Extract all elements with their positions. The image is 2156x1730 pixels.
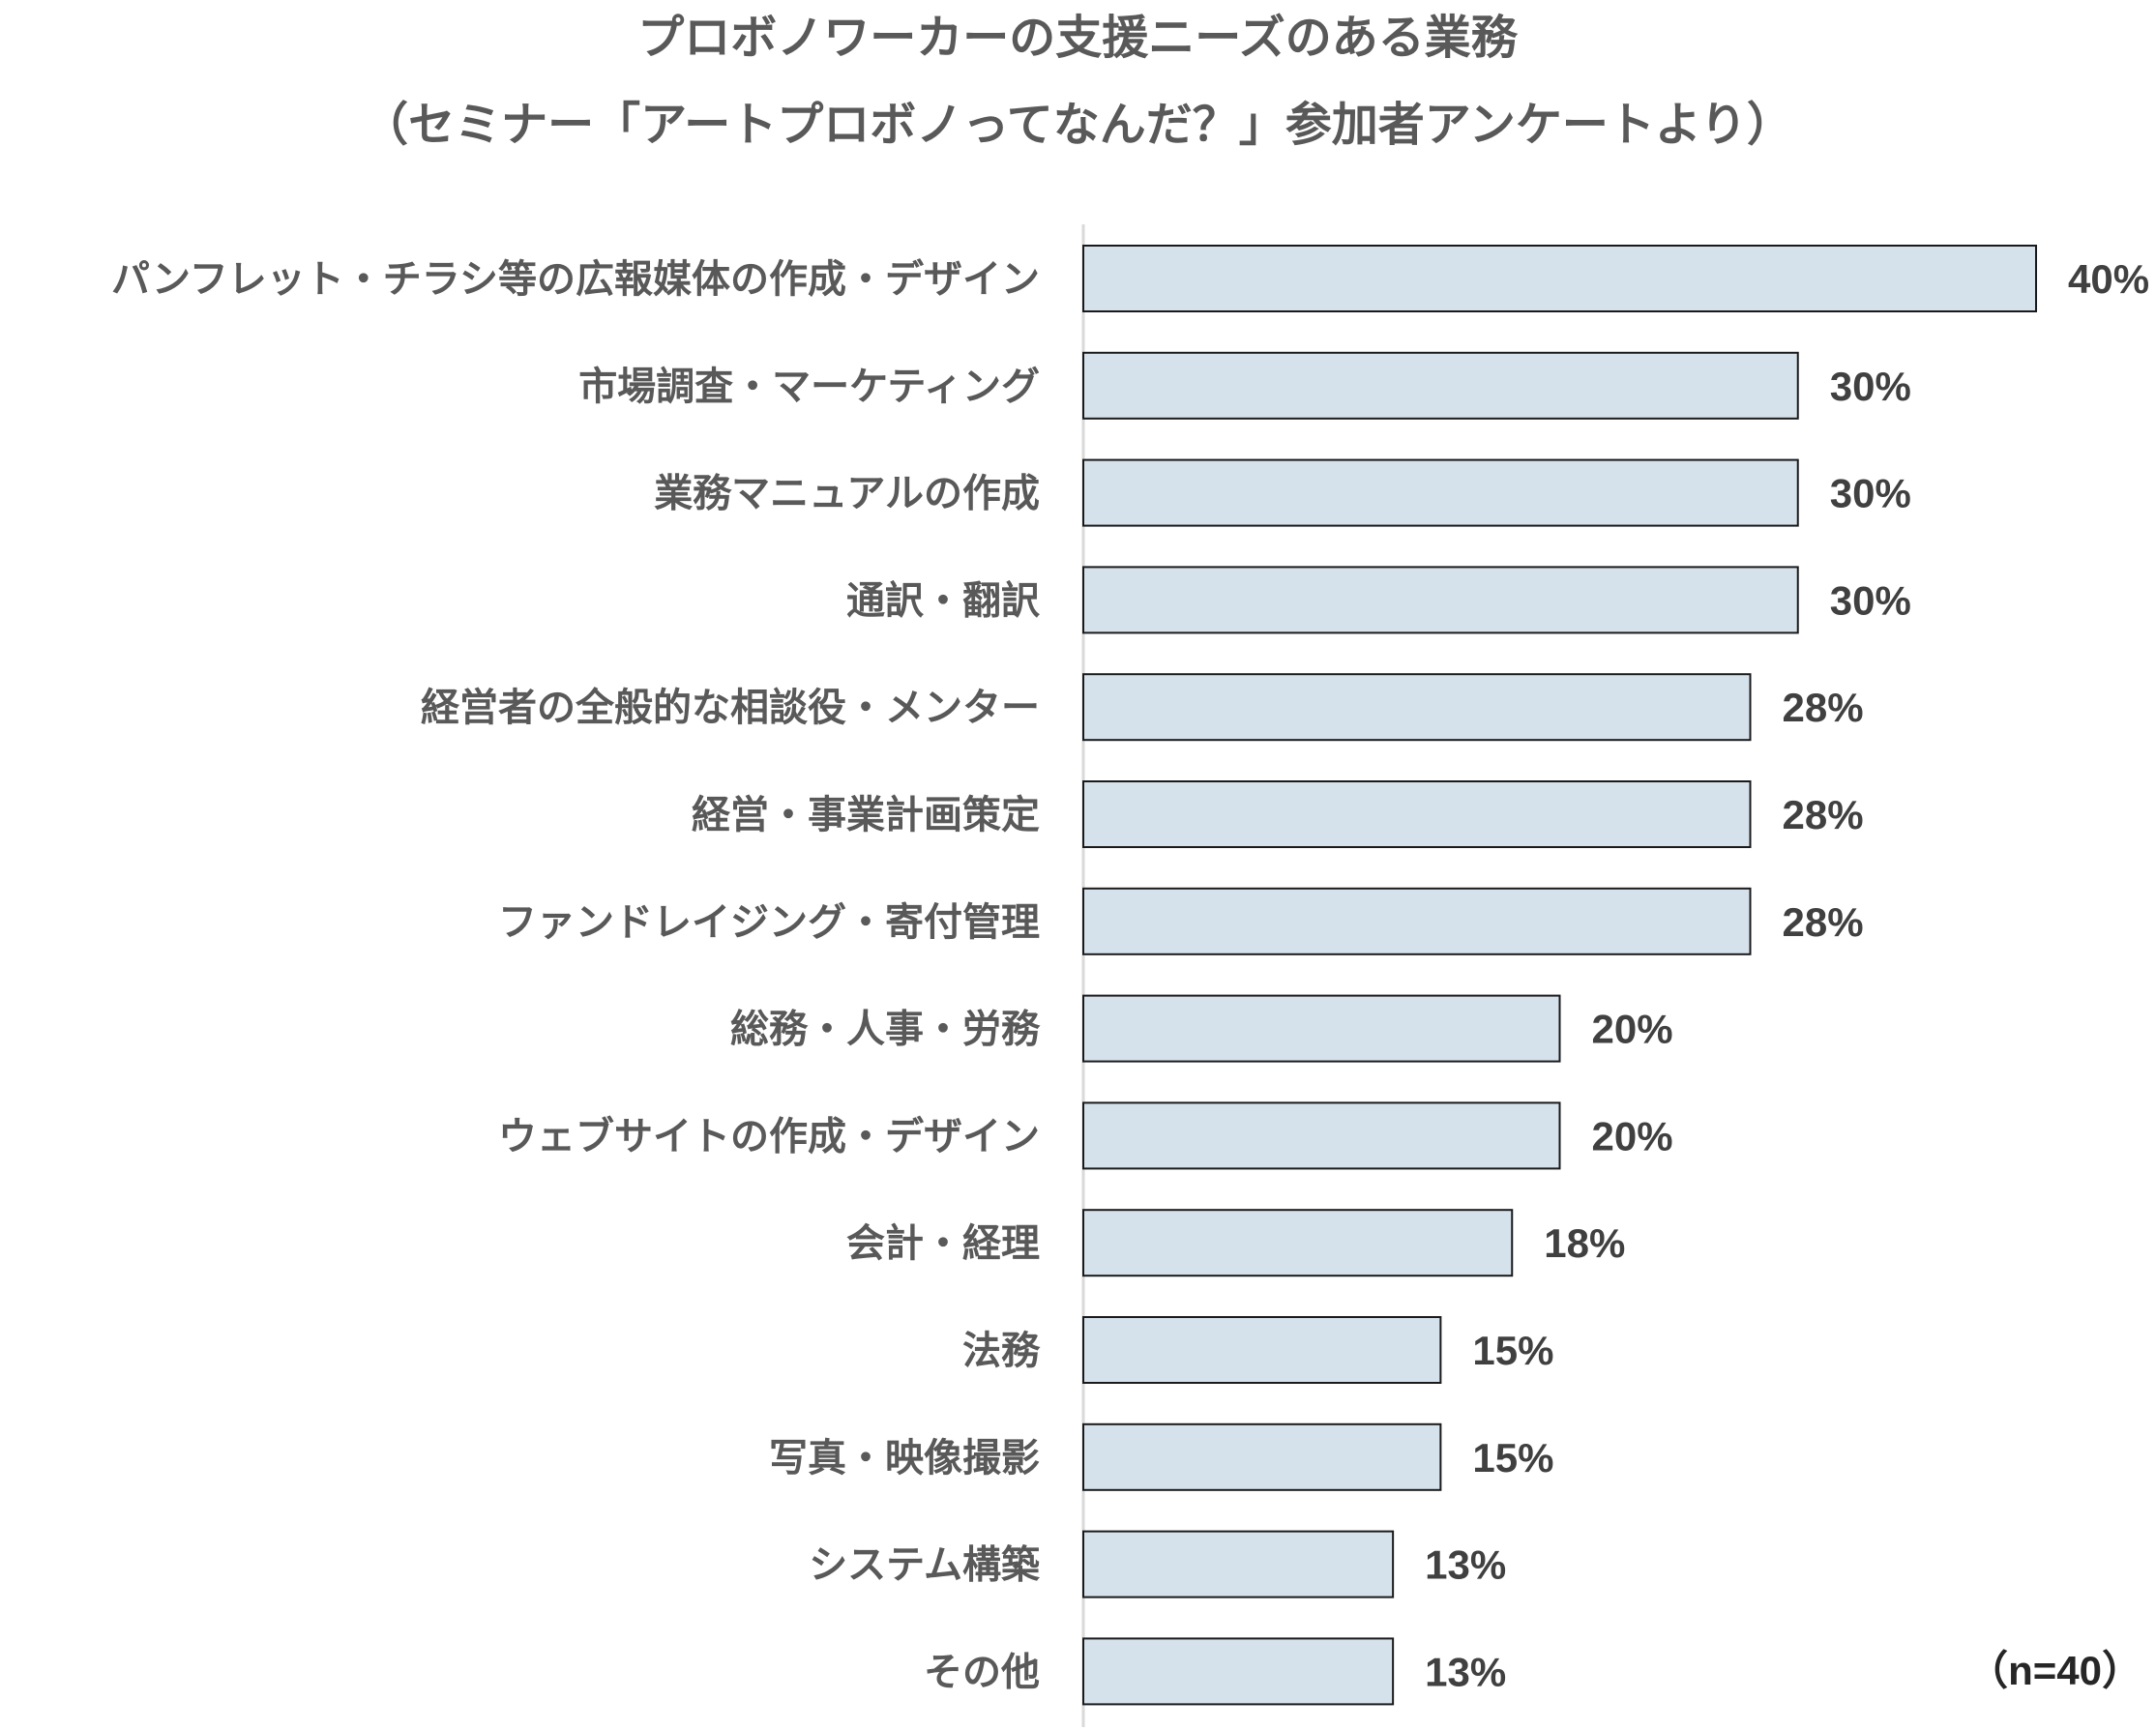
bar — [1082, 780, 1752, 848]
bar — [1082, 351, 1799, 420]
value-label: 40% — [2068, 256, 2149, 302]
value-label: 30% — [1830, 577, 1911, 623]
category-label: 経営者の全般的な相談役・メンター — [421, 686, 1040, 730]
bar — [1082, 673, 1752, 742]
bar — [1082, 1209, 1514, 1277]
category-label: 写真・映像撮影 — [769, 1436, 1040, 1481]
category-label: パンフレット・チラシ等の広報媒体の作成・デザイン — [111, 257, 1040, 302]
value-label: 28% — [1783, 792, 1864, 837]
category-label: その他 — [924, 1650, 1040, 1694]
category-label: 総務・人事・労務 — [730, 1008, 1041, 1052]
value-label: 30% — [1830, 364, 1911, 409]
value-label: 13% — [1425, 1542, 1506, 1588]
category-label: システム構築 — [809, 1543, 1041, 1588]
category-label: 法務 — [962, 1329, 1041, 1373]
category-label: 市場調査・マーケティング — [578, 365, 1040, 409]
value-label: 30% — [1830, 471, 1911, 516]
value-label: 13% — [1425, 1649, 1506, 1694]
bar — [1082, 994, 1561, 1063]
value-label: 28% — [1783, 899, 1864, 945]
category-label: ウェブサイトの作成・デザイン — [498, 1114, 1040, 1158]
bar — [1082, 566, 1799, 634]
bar — [1082, 458, 1799, 527]
category-label: 業務マニュアルの作成 — [654, 472, 1040, 516]
bar — [1082, 1101, 1561, 1170]
value-label: 28% — [1783, 685, 1864, 730]
category-label: 通訳・翻訳 — [846, 578, 1041, 623]
chart-title: プロボノワーカーの支援ニーズのある業務 — [637, 11, 1519, 65]
bar — [1082, 1530, 1395, 1598]
category-label: ファンドレイジング・寄付管理 — [498, 900, 1040, 945]
sample-size-note: （n=40） — [1967, 1648, 2142, 1693]
bar — [1082, 1422, 1442, 1491]
chart-subtitle: （セミナー「アートプロボノってなんだ？」参加者アンケートより） — [362, 98, 1793, 152]
bar — [1082, 245, 2037, 312]
value-label: 18% — [1544, 1220, 1625, 1266]
value-label: 20% — [1592, 1113, 1673, 1158]
bar-group: パンフレット・チラシ等の広報媒体の作成・デザイン 40% 市場調査・マーケティング 3… — [111, 245, 2149, 1706]
value-label: 20% — [1592, 1007, 1673, 1052]
bar — [1082, 1637, 1395, 1706]
value-label: 15% — [1472, 1435, 1553, 1481]
value-label: 15% — [1472, 1328, 1553, 1373]
bar — [1082, 887, 1752, 955]
category-label: 経営・事業計画策定 — [692, 793, 1040, 837]
bar — [1082, 1316, 1442, 1384]
category-label: 会計・経理 — [846, 1221, 1040, 1266]
